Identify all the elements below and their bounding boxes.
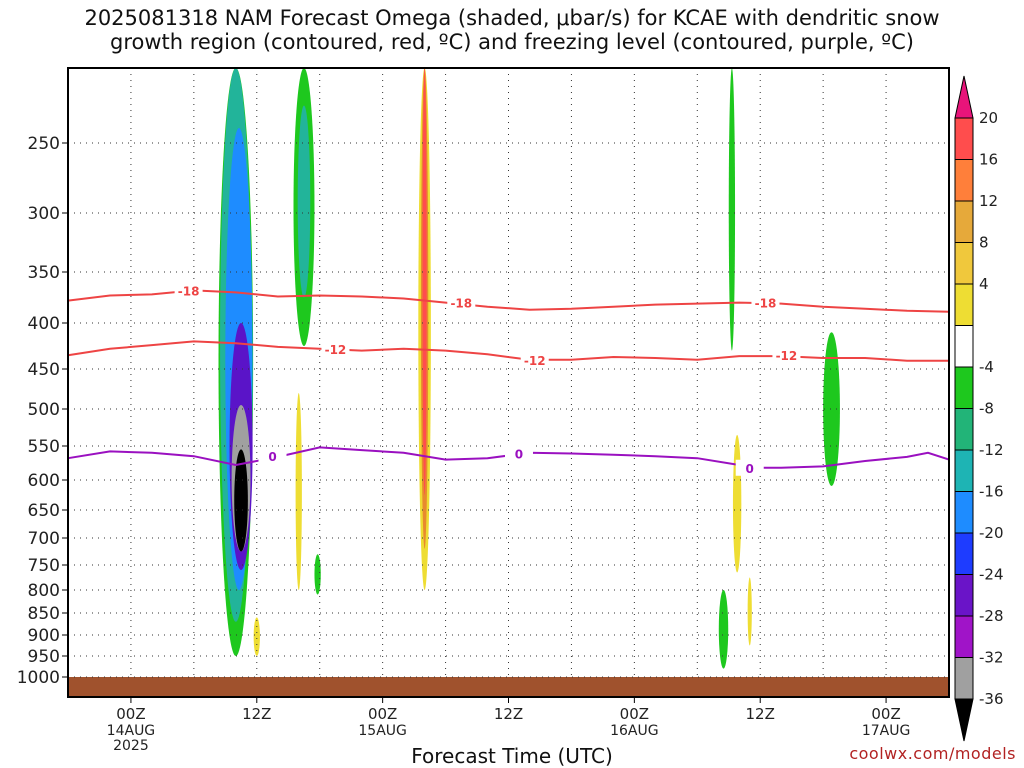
contour-label: -12 (524, 354, 546, 368)
y-tick-label: 650 (28, 501, 60, 521)
y-tick-label: 300 (28, 204, 60, 224)
x-tick-label: 12Z (494, 705, 523, 723)
contour-label-bg (772, 347, 801, 364)
colorbar-label: 8 (979, 234, 989, 252)
colorbar-swatch (954, 615, 974, 658)
contour-label: -18 (178, 284, 200, 298)
y-tick-label: 850 (28, 604, 60, 624)
x-axis-label: Forecast Time (UTC) (411, 744, 613, 768)
colorbar-label: -16 (979, 483, 1004, 501)
contour-label: -12 (325, 343, 347, 357)
colorbar-bottom-arrow (954, 698, 974, 742)
y-tick-label: 450 (28, 360, 60, 380)
contour-label-bg (174, 282, 203, 299)
colorbar-swatch (954, 325, 974, 368)
contour-label: -18 (755, 297, 777, 311)
y-tick-label: 750 (28, 556, 60, 576)
chart-title-line-2: growth region (contoured, red, ºC) and f… (110, 30, 914, 54)
x-tick-label: 00Z (116, 705, 145, 723)
colorbar-label: -36 (979, 690, 1004, 708)
colorbar-label: -8 (979, 400, 994, 418)
colorbar-label: -28 (979, 607, 1004, 625)
omega-shaded-region (295, 393, 302, 590)
x-tick-label: 12Z (242, 705, 271, 723)
colorbar-swatch (954, 117, 974, 160)
contour-label-bg (447, 294, 476, 311)
colorbar-top-arrow (954, 75, 974, 119)
x-tick-label: 00Z (620, 705, 649, 723)
colorbar-label: -4 (979, 358, 994, 376)
colorbar-swatch (954, 283, 974, 326)
contour-label: -18 (450, 297, 472, 311)
colorbar-swatch (954, 366, 974, 409)
chart-title: 2025081318 NAM Forecast Omega (shaded, μ… (0, 6, 1024, 54)
x-tick-label: 00Z (871, 705, 900, 723)
y-tick-label: 950 (28, 647, 60, 667)
contour-line (67, 289, 950, 313)
omega-shaded-region (422, 68, 427, 495)
colorbar-label: -20 (979, 524, 1004, 542)
y-tick-label: 500 (28, 400, 60, 420)
y-tick-label: 900 (28, 626, 60, 646)
y-tick-label: 350 (28, 263, 60, 283)
y-tick-label: 600 (28, 471, 60, 491)
colorbar-swatch (954, 200, 974, 243)
omega-shaded-region (253, 617, 260, 656)
y-tick-label: 800 (28, 581, 60, 601)
ground-strip (68, 677, 949, 697)
x-tick-date: 14AUG (107, 723, 156, 739)
contour-label: -12 (776, 349, 798, 363)
credit-link[interactable]: coolwx.com/models (849, 744, 1016, 763)
omega-shaded-region (718, 590, 729, 669)
colorbar-swatch (954, 159, 974, 202)
omega-shaded-region (728, 68, 736, 351)
omega-shaded-region (314, 554, 321, 595)
y-tick-label: 550 (28, 437, 60, 457)
colorbar-swatch (954, 532, 974, 575)
colorbar-swatch (954, 242, 974, 285)
y-tick-label: 1000 (17, 668, 60, 688)
contour-label: 0 (746, 462, 754, 476)
contour-line (67, 340, 949, 362)
colorbar-swatch (954, 449, 974, 492)
contour-label-bg (321, 340, 350, 357)
colorbar-swatch (954, 491, 974, 534)
omega-shaded-region (732, 434, 742, 573)
x-tick-date: 15AUG (358, 723, 407, 739)
colorbar-label: 16 (979, 151, 998, 169)
y-tick-label: 700 (28, 529, 60, 549)
contour-label-bg (504, 445, 533, 462)
contour-label-bg (520, 351, 549, 368)
colorbar-label: 20 (979, 109, 998, 127)
x-tick-year: 2025 (113, 738, 149, 754)
colorbar-swatch (954, 657, 974, 700)
contour-label-bg (751, 294, 780, 311)
omega-shaded-region (297, 105, 311, 298)
colorbar-label: 12 (979, 192, 998, 210)
omega-shaded-region (747, 577, 752, 646)
contour-label-bg (735, 459, 764, 476)
omega-shaded-region (234, 449, 248, 552)
contour-label: 0 (515, 447, 523, 461)
x-tick-label: 12Z (746, 705, 775, 723)
contour-label-bg (258, 448, 287, 465)
chart-title-line-1: 2025081318 NAM Forecast Omega (shaded, μ… (84, 6, 940, 30)
colorbar-label: -24 (979, 566, 1004, 584)
omega-shaded-region (823, 332, 840, 486)
y-tick-label: 400 (28, 314, 60, 334)
contour-line (67, 446, 950, 469)
y-tick-label: 250 (28, 134, 60, 154)
colorbar-label: 4 (979, 275, 989, 293)
colorbar-label: -12 (979, 441, 1004, 459)
contour-label: 0 (268, 450, 276, 464)
x-tick-date: 16AUG (610, 723, 659, 739)
colorbar-swatch (954, 574, 974, 617)
x-tick-label: 00Z (368, 705, 397, 723)
colorbar-swatch (954, 408, 974, 451)
colorbar-label: -32 (979, 649, 1004, 667)
x-tick-date: 17AUG (862, 723, 911, 739)
